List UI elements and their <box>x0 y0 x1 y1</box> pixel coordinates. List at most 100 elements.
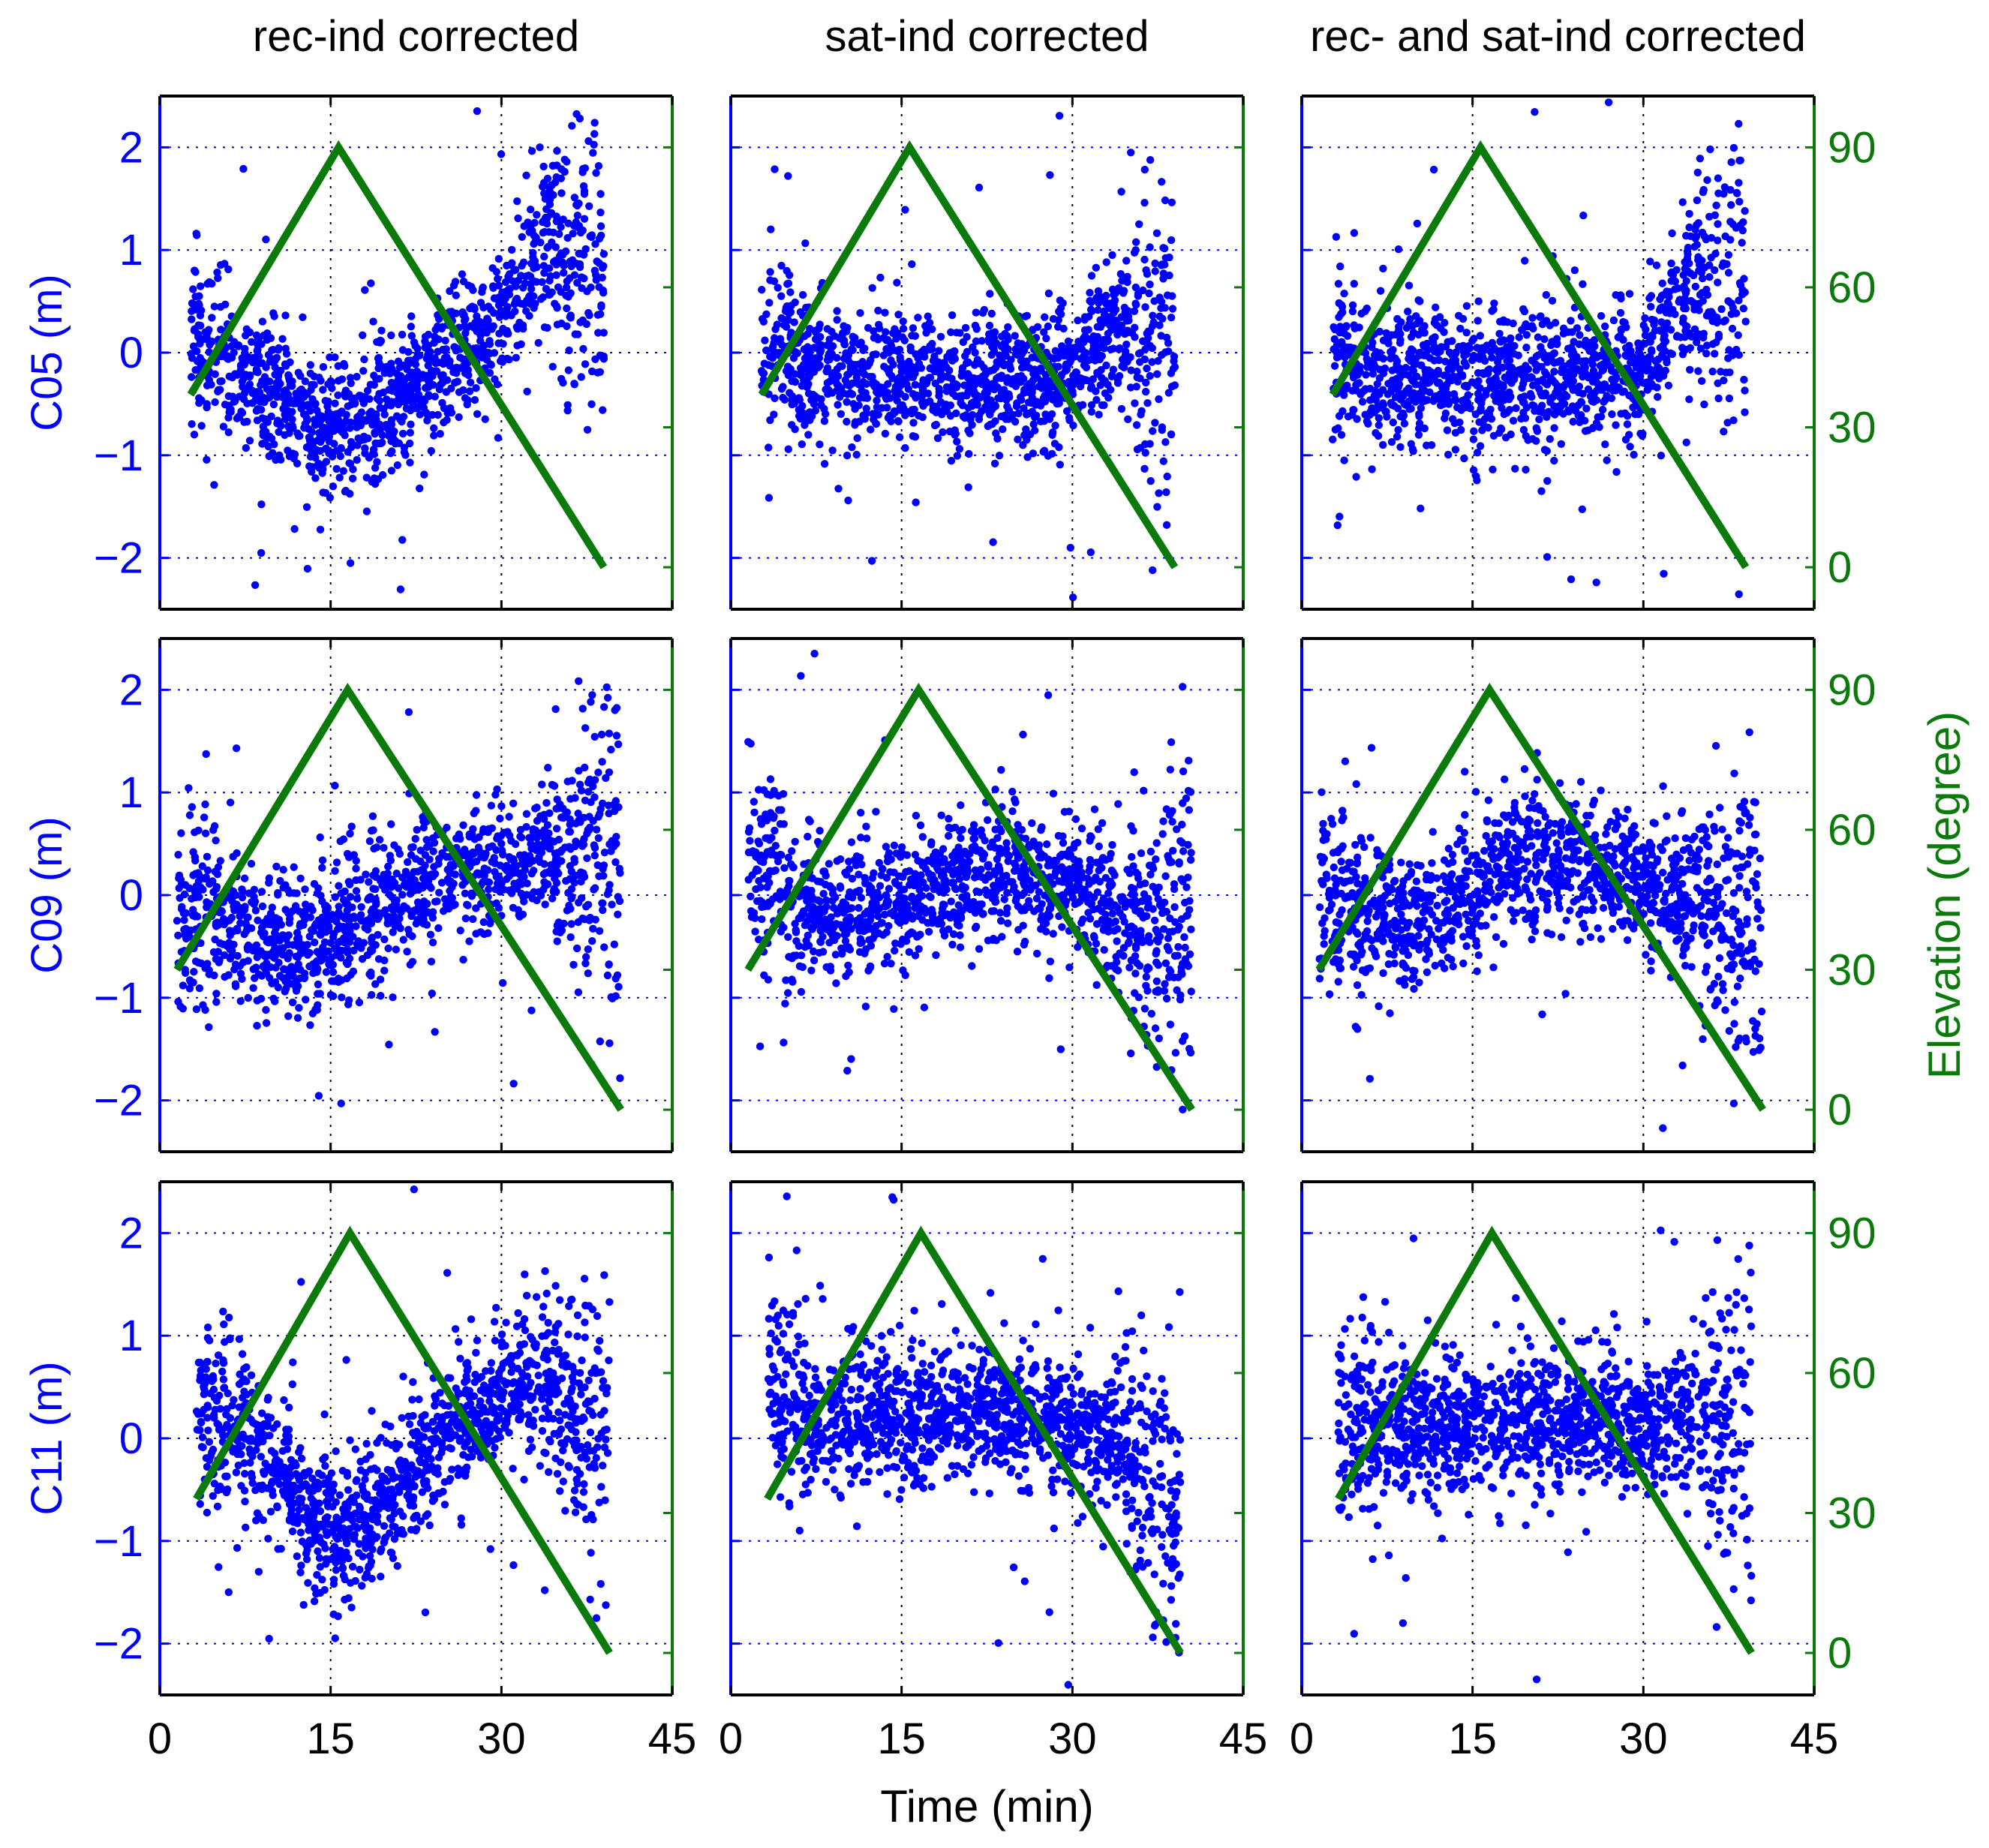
residual-point <box>1476 407 1485 415</box>
residual-point <box>1400 419 1409 428</box>
residual-point <box>1477 396 1486 405</box>
residual-point <box>833 307 841 315</box>
residual-point <box>980 305 989 314</box>
residual-point <box>602 683 611 692</box>
residual-point <box>366 414 374 423</box>
residual-point <box>472 904 480 912</box>
residual-point <box>936 398 945 407</box>
residual-point <box>1460 454 1468 463</box>
residual-point <box>382 421 390 429</box>
residual-point <box>562 283 571 292</box>
residual-point <box>1149 427 1157 435</box>
residual-point <box>1451 395 1459 403</box>
residual-point <box>1011 350 1020 359</box>
residual-point <box>1694 367 1702 375</box>
residual-point <box>1412 359 1420 368</box>
residual-point <box>1408 322 1417 330</box>
residual-point <box>367 279 375 287</box>
residual-point <box>587 698 595 706</box>
residual-point <box>1151 419 1159 427</box>
residual-point <box>1469 435 1478 443</box>
residual-point <box>1714 174 1723 182</box>
residual-point <box>451 278 460 286</box>
residual-point <box>1625 290 1634 298</box>
residual-point <box>598 758 606 766</box>
residual-point <box>353 372 361 381</box>
residual-point <box>1666 326 1675 334</box>
residual-point <box>326 377 335 386</box>
residual-point <box>1536 350 1544 359</box>
residual-point <box>274 346 283 354</box>
residual-point <box>834 485 843 493</box>
residual-point <box>443 416 451 424</box>
residual-point <box>943 353 951 361</box>
residual-point <box>1617 325 1625 334</box>
residual-point <box>480 930 488 939</box>
residual-point <box>1685 209 1693 218</box>
residual-point <box>765 299 774 307</box>
residual-point <box>1063 352 1071 360</box>
residual-point <box>407 312 416 320</box>
residual-point <box>285 452 294 461</box>
residual-point <box>1330 323 1338 332</box>
residual-point <box>1488 338 1497 347</box>
residual-point <box>828 446 837 455</box>
residual-point <box>1108 251 1116 260</box>
residual-point <box>1014 435 1022 443</box>
residual-point <box>1095 410 1103 419</box>
residual-point <box>1330 335 1339 344</box>
residual-point <box>848 443 856 452</box>
residual-point <box>214 274 222 282</box>
residual-point <box>1480 346 1489 355</box>
residual-point <box>995 452 1004 460</box>
residual-point <box>1168 305 1177 313</box>
residual-point <box>306 1021 314 1029</box>
residual-point <box>390 841 398 849</box>
residual-point <box>843 390 852 398</box>
residual-point <box>1388 366 1396 374</box>
residual-point <box>1334 424 1342 432</box>
residual-point <box>1153 370 1161 378</box>
residual-point <box>570 855 578 863</box>
residual-point <box>423 410 431 419</box>
residual-point <box>1362 371 1370 379</box>
residual-point <box>1102 361 1110 370</box>
residual-point <box>1596 362 1605 370</box>
residual-point <box>1510 372 1519 381</box>
residual-point <box>483 314 491 323</box>
residual-point <box>584 900 593 909</box>
residual-point <box>1111 305 1120 314</box>
residual-point <box>603 693 612 702</box>
residual-point <box>1507 334 1515 342</box>
residual-point <box>1612 467 1621 476</box>
residual-point <box>188 803 197 811</box>
residual-point <box>896 356 905 365</box>
residual-point <box>273 392 281 401</box>
residual-point <box>258 902 267 911</box>
residual-point <box>599 703 608 711</box>
residual-point <box>236 969 245 978</box>
residual-point <box>323 434 332 442</box>
residual-point <box>855 340 864 349</box>
residual-point <box>463 400 471 409</box>
residual-point <box>251 906 260 915</box>
residual-point <box>501 312 510 320</box>
residual-point <box>194 321 203 329</box>
residual-point <box>447 310 456 318</box>
residual-point <box>282 386 290 395</box>
residual-point <box>564 366 572 374</box>
residual-point <box>1639 429 1647 438</box>
residual-point <box>988 420 996 428</box>
residual-point <box>505 356 513 364</box>
residual-point <box>821 410 830 418</box>
residual-point <box>571 330 579 338</box>
residual-point <box>503 261 511 270</box>
residual-point <box>1376 287 1385 295</box>
residual-point <box>1486 347 1495 356</box>
residual-point <box>540 252 548 261</box>
residual-point <box>395 439 403 447</box>
residual-point <box>1430 347 1439 356</box>
residual-point <box>1515 333 1523 341</box>
residual-point <box>883 389 892 397</box>
residual-point <box>407 332 416 340</box>
